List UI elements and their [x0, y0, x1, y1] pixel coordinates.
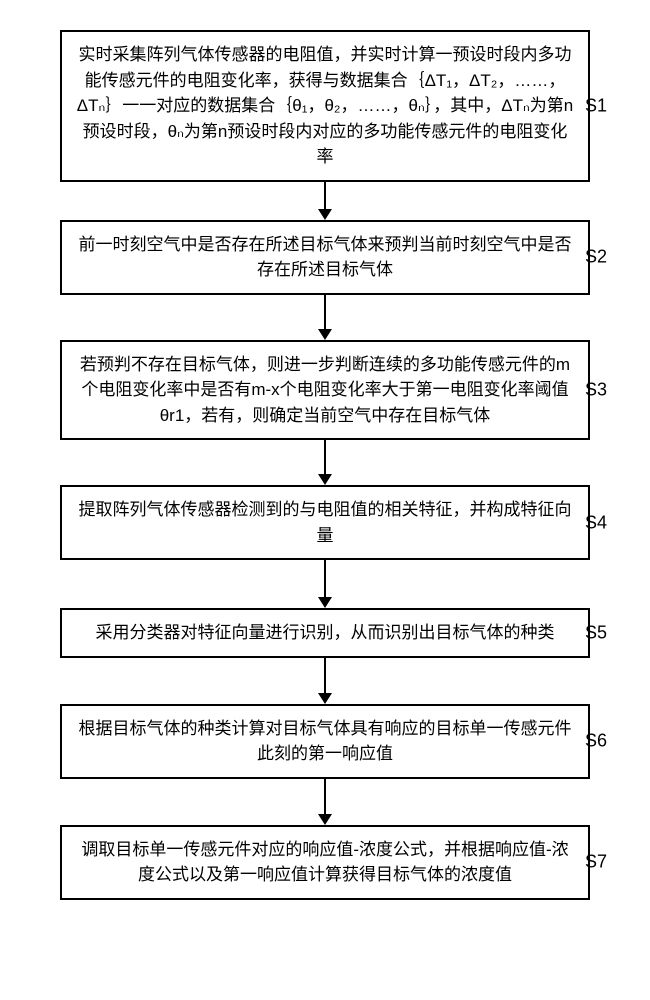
arrow-head-icon	[318, 693, 332, 704]
step-row-3: 若预判不存在目标气体，则进一步判断连续的多功能传感元件的m个电阻变化率中是否有m…	[35, 340, 615, 441]
arrow-head-icon	[318, 597, 332, 608]
arrow-head-icon	[318, 329, 332, 340]
step-text-3: 若预判不存在目标气体，则进一步判断连续的多功能传感元件的m个电阻变化率中是否有m…	[80, 355, 570, 425]
arrow-line-5	[324, 658, 326, 694]
flowchart-diagram: 实时采集阵列气体传感器的电阻值，并实时计算一预设时段内多功能传感元件的电阻变化率…	[35, 30, 615, 900]
arrow-head-icon	[318, 474, 332, 485]
step-label-1: S1	[585, 95, 607, 116]
step-label-2: S2	[585, 247, 607, 268]
step-label-3: S3	[585, 379, 607, 400]
step-label-7: S7	[585, 852, 607, 873]
arrow-head-icon	[318, 814, 332, 825]
step-text-1: 实时采集阵列气体传感器的电阻值，并实时计算一预设时段内多功能传感元件的电阻变化率…	[77, 45, 573, 166]
step-text-2: 前一时刻空气中是否存在所述目标气体来预判当前时刻空气中是否存在所述目标气体	[79, 235, 572, 280]
step-box-5: 采用分类器对特征向量进行识别，从而识别出目标气体的种类	[60, 608, 590, 658]
arrow-4	[318, 560, 332, 608]
arrow-1	[318, 182, 332, 220]
arrow-head-icon	[318, 209, 332, 220]
step-box-6: 根据目标气体的种类计算对目标气体具有响应的目标单一传感元件此刻的第一响应值	[60, 704, 590, 779]
step-label-4: S4	[585, 512, 607, 533]
step-text-6: 根据目标气体的种类计算对目标气体具有响应的目标单一传感元件此刻的第一响应值	[79, 719, 572, 764]
step-row-5: 采用分类器对特征向量进行识别，从而识别出目标气体的种类 S5	[35, 608, 615, 658]
step-text-7: 调取目标单一传感元件对应的响应值-浓度公式，并根据响应值-浓度公式以及第一响应值…	[81, 840, 568, 885]
arrow-5	[318, 658, 332, 704]
step-text-4: 提取阵列气体传感器检测到的与电阻值的相关特征，并构成特征向量	[79, 500, 572, 545]
step-row-4: 提取阵列气体传感器检测到的与电阻值的相关特征，并构成特征向量 S4	[35, 485, 615, 560]
step-text-5: 采用分类器对特征向量进行识别，从而识别出目标气体的种类	[96, 623, 555, 642]
step-row-1: 实时采集阵列气体传感器的电阻值，并实时计算一预设时段内多功能传感元件的电阻变化率…	[35, 30, 615, 182]
step-box-3: 若预判不存在目标气体，则进一步判断连续的多功能传感元件的m个电阻变化率中是否有m…	[60, 340, 590, 441]
arrow-line-1	[324, 182, 326, 210]
arrow-3	[318, 440, 332, 485]
arrow-line-4	[324, 560, 326, 598]
arrow-6	[318, 779, 332, 825]
step-box-7: 调取目标单一传感元件对应的响应值-浓度公式，并根据响应值-浓度公式以及第一响应值…	[60, 825, 590, 900]
step-box-4: 提取阵列气体传感器检测到的与电阻值的相关特征，并构成特征向量	[60, 485, 590, 560]
step-box-2: 前一时刻空气中是否存在所述目标气体来预判当前时刻空气中是否存在所述目标气体	[60, 220, 590, 295]
step-label-5: S5	[585, 622, 607, 643]
arrow-2	[318, 295, 332, 340]
step-row-2: 前一时刻空气中是否存在所述目标气体来预判当前时刻空气中是否存在所述目标气体 S2	[35, 220, 615, 295]
arrow-line-2	[324, 295, 326, 330]
arrow-line-6	[324, 779, 326, 815]
step-box-1: 实时采集阵列气体传感器的电阻值，并实时计算一预设时段内多功能传感元件的电阻变化率…	[60, 30, 590, 182]
step-row-7: 调取目标单一传感元件对应的响应值-浓度公式，并根据响应值-浓度公式以及第一响应值…	[35, 825, 615, 900]
arrow-line-3	[324, 440, 326, 475]
step-row-6: 根据目标气体的种类计算对目标气体具有响应的目标单一传感元件此刻的第一响应值 S6	[35, 704, 615, 779]
step-label-6: S6	[585, 731, 607, 752]
